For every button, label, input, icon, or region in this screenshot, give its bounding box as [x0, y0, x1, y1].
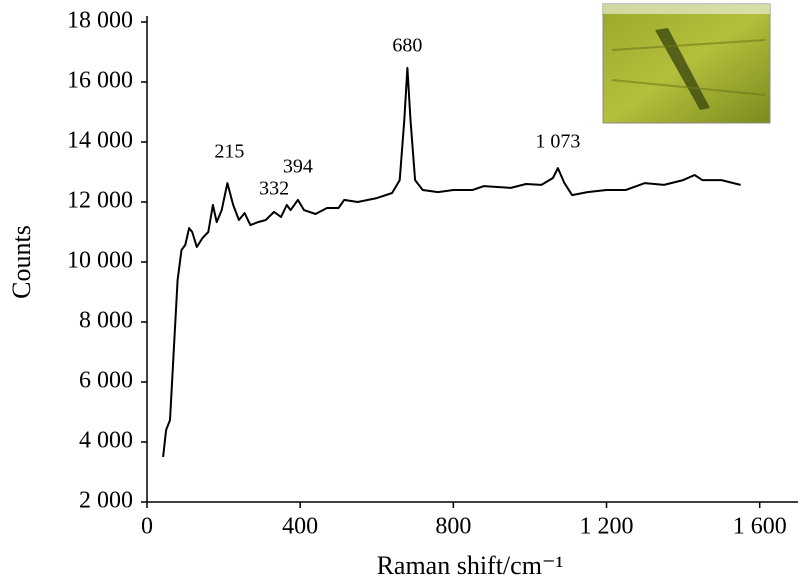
- y-tick-label: 16 000: [67, 68, 133, 94]
- peak-label: 680: [392, 34, 422, 56]
- y-tick-label: 12 000: [67, 188, 133, 214]
- y-tick-label: 18 000: [67, 8, 133, 34]
- y-tick-label: 4 000: [79, 428, 133, 454]
- y-tick-label: 10 000: [67, 248, 133, 274]
- spectrum-line: [162, 66, 741, 458]
- y-tick-label: 8 000: [79, 308, 133, 334]
- peak-label: 332: [259, 178, 289, 200]
- peak-label: 1 073: [535, 130, 580, 152]
- x-tick-label: 0: [141, 514, 153, 540]
- inset-image: [602, 3, 771, 124]
- x-tick-label: 400: [282, 514, 318, 540]
- y-axis-title: Counts: [7, 225, 36, 299]
- y-tick-label: 6 000: [79, 368, 133, 394]
- x-tick-label: 1 600: [733, 514, 787, 540]
- x-tick-label: 800: [435, 514, 471, 540]
- x-tick-label: 1 200: [580, 514, 634, 540]
- peak-label: 394: [283, 156, 313, 178]
- y-tick-label: 2 000: [79, 488, 133, 514]
- y-tick-label: 14 000: [67, 128, 133, 154]
- x-axis-title: Raman shift/cm⁻¹: [377, 551, 564, 580]
- peak-label: 215: [214, 141, 244, 163]
